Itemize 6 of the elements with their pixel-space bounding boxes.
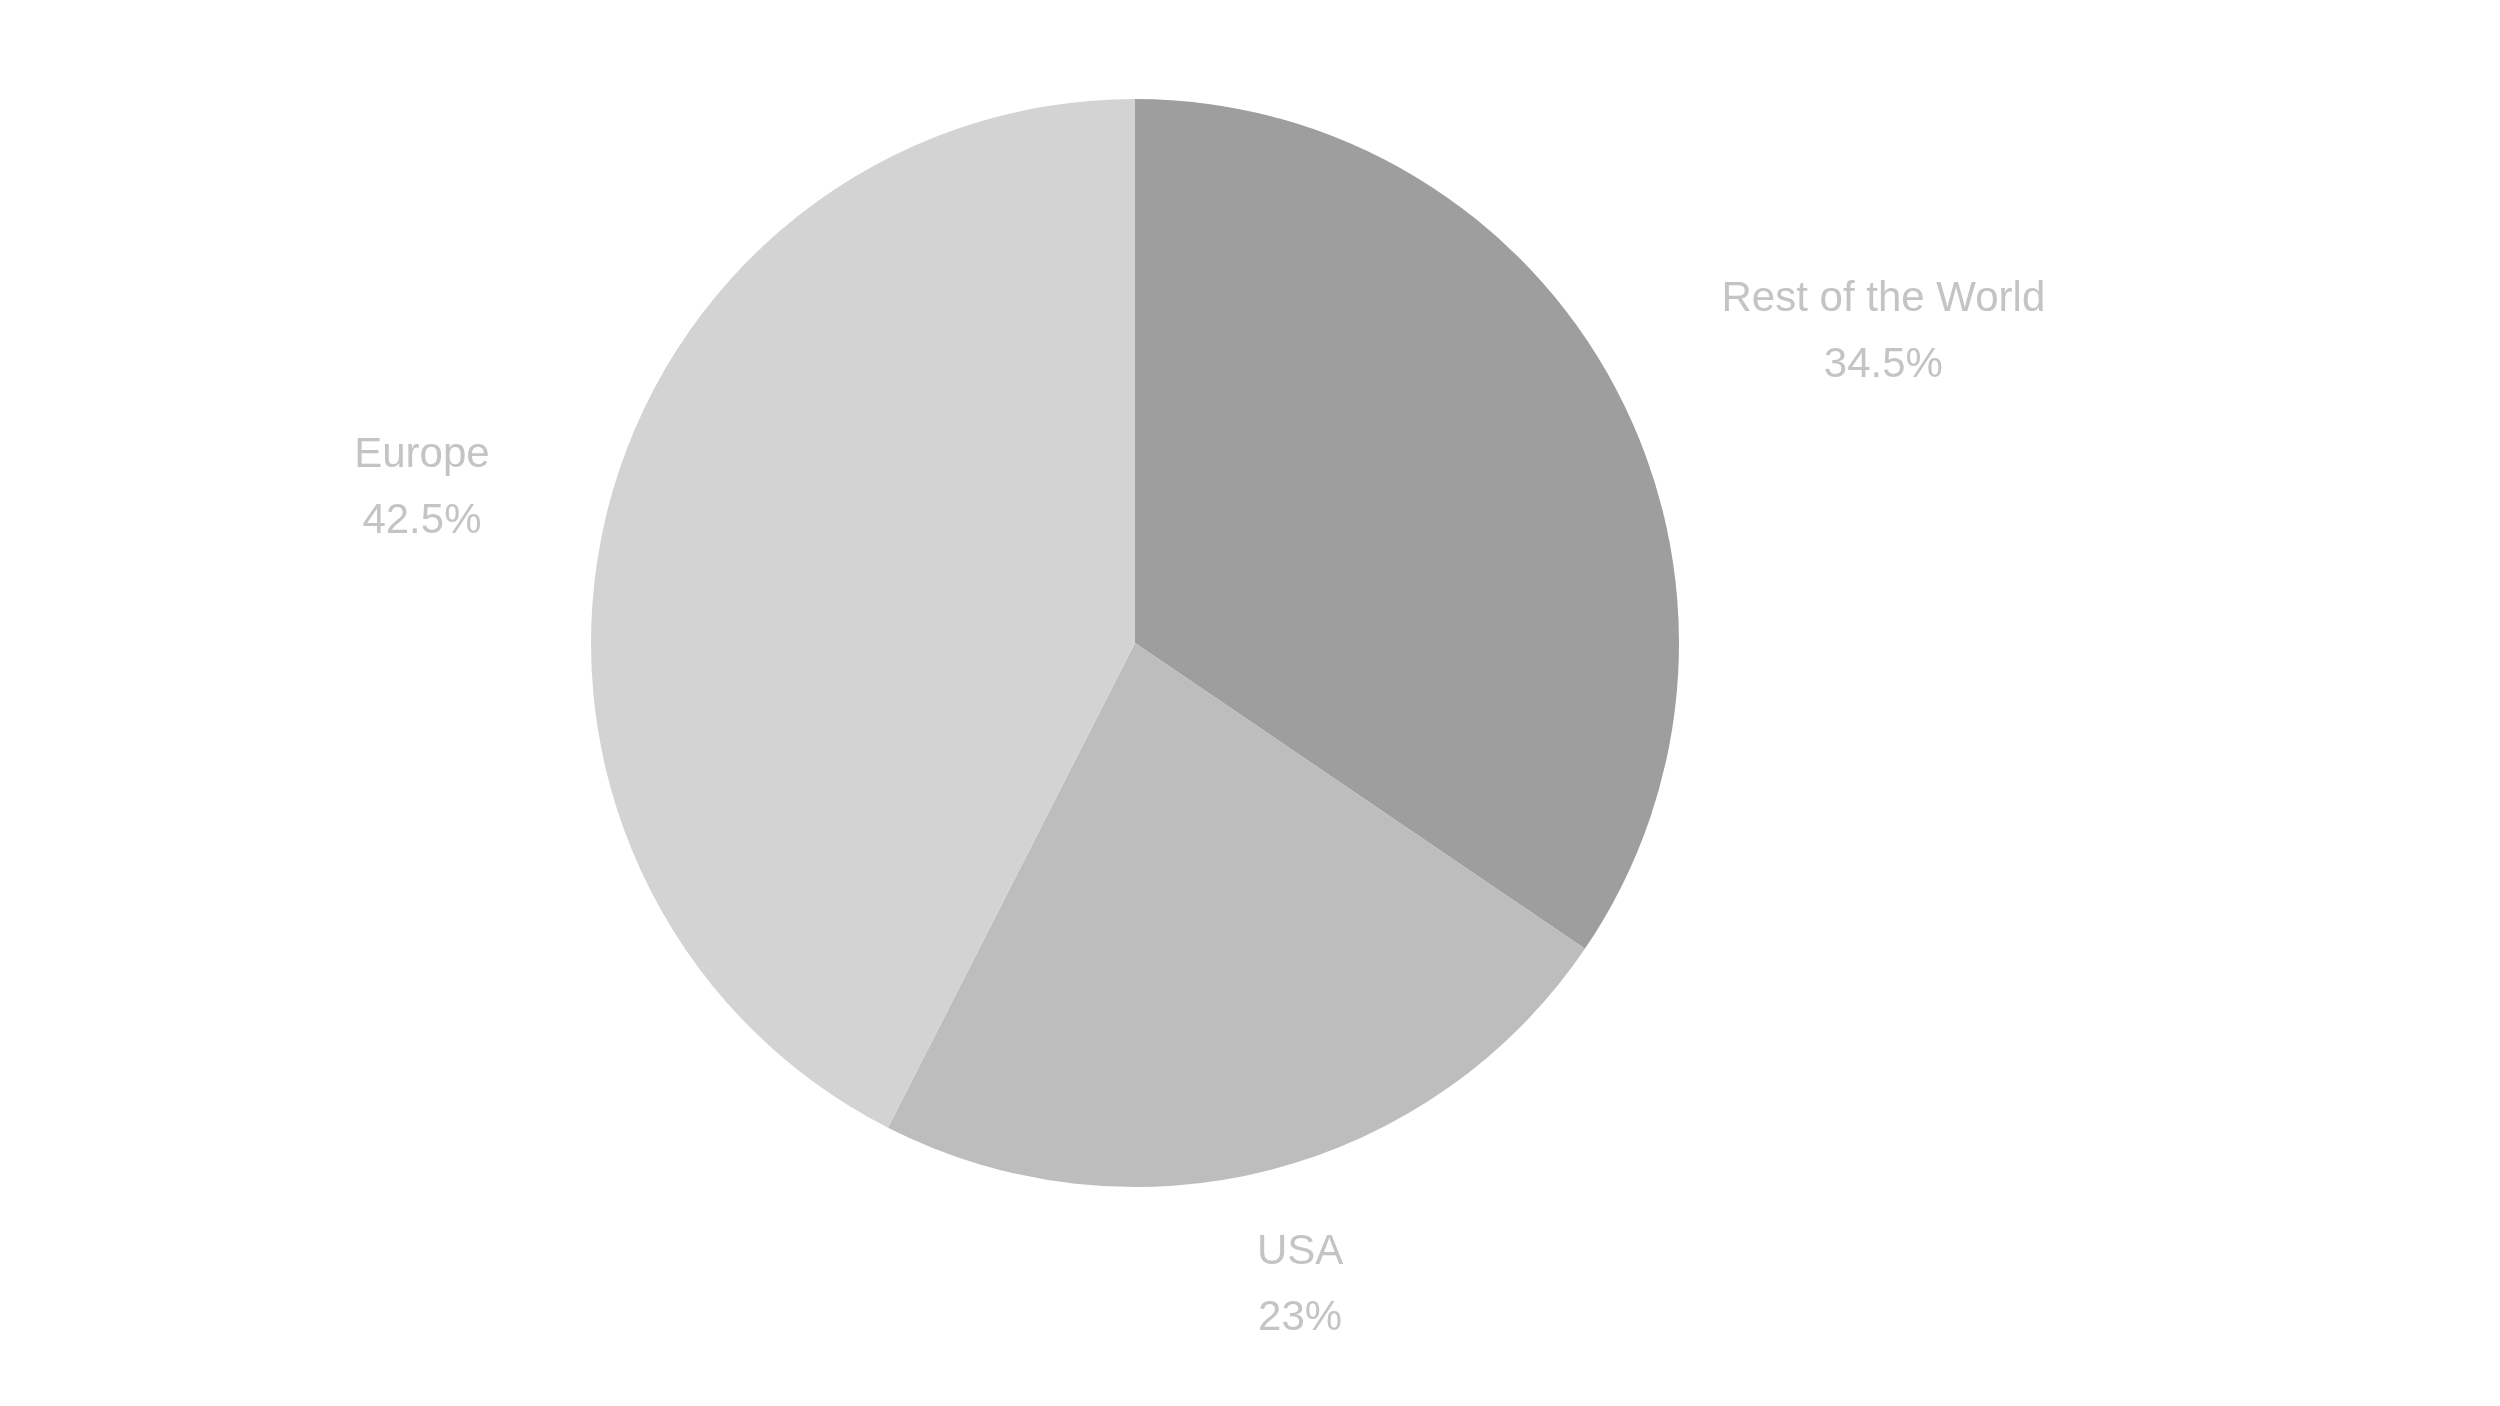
slice-label: Rest of the World (1721, 273, 2046, 321)
data-label: 42.5% (362, 494, 482, 542)
data-label: 34.5% (1823, 339, 1943, 387)
slice-label: USA (1256, 1226, 1344, 1274)
slice-label: Europe (354, 428, 490, 476)
data-label: 23% (1258, 1292, 1343, 1340)
